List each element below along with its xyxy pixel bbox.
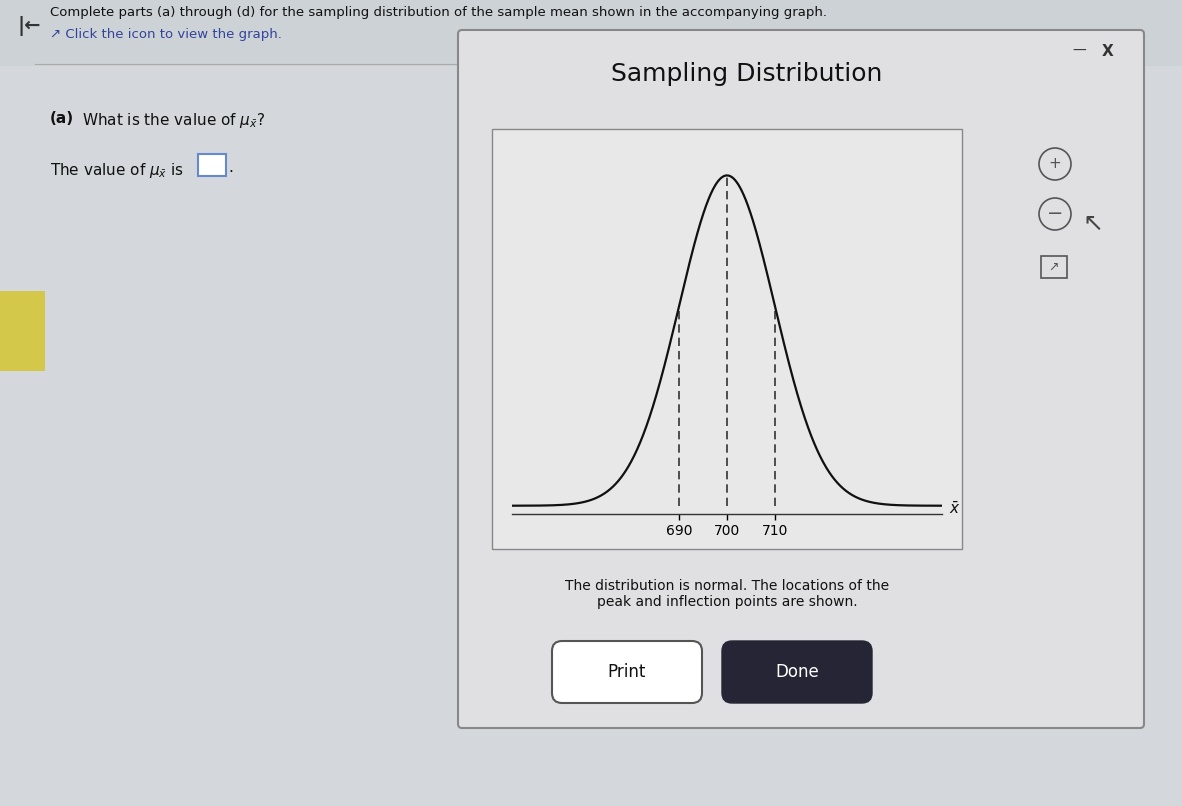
Text: The distribution is normal. The locations of the
peak and inflection points are : The distribution is normal. The location…: [565, 579, 889, 609]
Text: +: +: [1048, 156, 1061, 172]
Text: ↗: ↗: [1048, 260, 1059, 273]
Text: −: −: [1047, 205, 1063, 223]
FancyBboxPatch shape: [552, 641, 702, 703]
Bar: [199, 154, 226, 176]
Text: ↖: ↖: [1083, 212, 1104, 236]
Bar: [492, 129, 962, 549]
Text: |←: |←: [18, 16, 41, 36]
Bar: [0, 291, 45, 371]
FancyBboxPatch shape: [457, 30, 1144, 728]
Text: .: .: [228, 160, 233, 176]
Bar: [1041, 256, 1067, 278]
Text: —: —: [1072, 44, 1086, 58]
Text: ↗ Click the icon to view the graph.: ↗ Click the icon to view the graph.: [50, 28, 281, 41]
Text: The value of $\mu_{\bar{x}}$ is: The value of $\mu_{\bar{x}}$ is: [50, 161, 184, 180]
Text: Done: Done: [775, 663, 819, 681]
Text: $\bar{x}$: $\bar{x}$: [949, 501, 961, 517]
Bar: [0, 0, 1182, 66]
Text: X: X: [1102, 44, 1113, 59]
Text: Complete parts (a) through (d) for the sampling distribution of the sample mean : Complete parts (a) through (d) for the s…: [50, 6, 827, 19]
Text: Sampling Distribution: Sampling Distribution: [611, 62, 883, 86]
FancyBboxPatch shape: [722, 641, 872, 703]
Text: Print: Print: [608, 663, 647, 681]
Text: (a): (a): [50, 111, 74, 126]
Text: What is the value of $\mu_{\bar{x}}$?: What is the value of $\mu_{\bar{x}}$?: [82, 111, 265, 130]
